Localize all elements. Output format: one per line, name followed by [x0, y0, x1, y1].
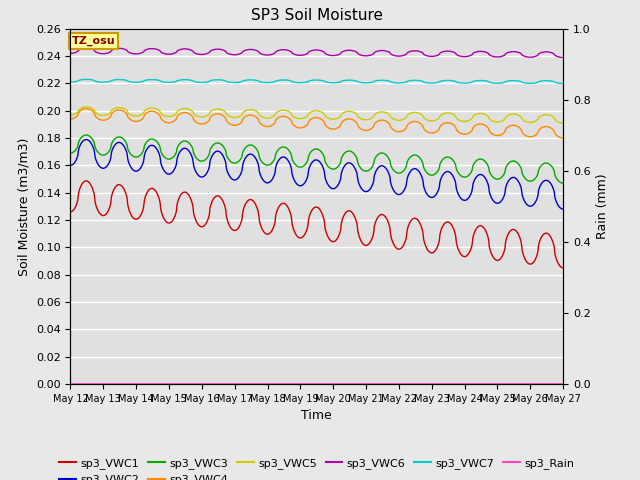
sp3_VWC5: [406, 111, 413, 117]
sp3_VWC1: [406, 221, 413, 227]
Text: TZ_osu: TZ_osu: [72, 36, 116, 46]
sp3_Rain: [284, 381, 291, 387]
sp3_VWC3: [117, 134, 125, 140]
sp3_VWC1: [460, 254, 468, 260]
sp3_VWC1: [284, 204, 292, 210]
sp3_VWC1: [266, 230, 274, 236]
sp3_VWC3: [559, 180, 567, 186]
sp3_VWC4: [460, 132, 468, 137]
sp3_VWC5: [67, 112, 74, 118]
sp3_VWC1: [67, 209, 74, 215]
sp3_VWC7: [460, 80, 468, 86]
sp3_VWC1: [83, 178, 90, 184]
sp3_VWC7: [451, 78, 459, 84]
sp3_VWC3: [460, 174, 468, 180]
Line: sp3_VWC5: sp3_VWC5: [70, 107, 563, 123]
sp3_VWC6: [67, 50, 74, 56]
sp3_VWC2: [451, 178, 459, 184]
sp3_VWC3: [67, 150, 74, 156]
sp3_VWC7: [83, 76, 90, 82]
sp3_VWC4: [406, 120, 413, 126]
sp3_VWC4: [451, 124, 459, 130]
Line: sp3_VWC7: sp3_VWC7: [70, 79, 563, 84]
sp3_VWC5: [559, 120, 567, 126]
Line: sp3_VWC1: sp3_VWC1: [70, 181, 563, 268]
sp3_Rain: [117, 381, 125, 387]
sp3_VWC7: [559, 81, 567, 86]
sp3_VWC3: [406, 156, 413, 161]
sp3_VWC7: [67, 79, 74, 85]
sp3_VWC1: [451, 231, 459, 237]
sp3_Rain: [559, 381, 567, 387]
sp3_VWC5: [117, 105, 125, 110]
Line: sp3_VWC3: sp3_VWC3: [70, 135, 563, 183]
sp3_VWC4: [67, 116, 74, 122]
sp3_VWC6: [266, 52, 274, 58]
sp3_VWC2: [266, 179, 274, 185]
sp3_VWC4: [284, 115, 292, 120]
sp3_VWC2: [559, 206, 567, 212]
sp3_VWC4: [559, 135, 567, 141]
sp3_Rain: [460, 381, 467, 387]
sp3_VWC3: [451, 161, 459, 167]
sp3_VWC5: [451, 113, 459, 119]
sp3_VWC6: [284, 48, 292, 53]
Legend: sp3_VWC1, sp3_VWC2, sp3_VWC3, sp3_VWC4, sp3_VWC5, sp3_VWC6, sp3_VWC7, sp3_Rain: sp3_VWC1, sp3_VWC2, sp3_VWC3, sp3_VWC4, …: [55, 454, 579, 480]
sp3_VWC1: [559, 265, 567, 271]
sp3_VWC2: [284, 157, 292, 163]
sp3_VWC7: [266, 80, 274, 85]
sp3_VWC2: [460, 197, 468, 203]
sp3_VWC6: [460, 54, 468, 60]
sp3_VWC4: [117, 108, 125, 113]
sp3_VWC5: [284, 108, 292, 114]
Line: sp3_VWC2: sp3_VWC2: [70, 140, 563, 209]
Y-axis label: Soil Moisture (m3/m3): Soil Moisture (m3/m3): [17, 137, 30, 276]
sp3_VWC7: [117, 77, 125, 83]
sp3_VWC2: [67, 163, 74, 168]
sp3_VWC7: [559, 81, 566, 86]
sp3_VWC4: [266, 123, 274, 129]
sp3_Rain: [451, 381, 458, 387]
sp3_VWC4: [83, 106, 90, 111]
Line: sp3_VWC4: sp3_VWC4: [70, 108, 563, 138]
sp3_VWC7: [284, 77, 292, 83]
sp3_Rain: [405, 381, 413, 387]
X-axis label: Time: Time: [301, 409, 332, 422]
sp3_Rain: [266, 381, 273, 387]
Line: sp3_VWC6: sp3_VWC6: [70, 48, 563, 58]
sp3_VWC6: [83, 45, 90, 51]
sp3_VWC5: [83, 104, 90, 110]
sp3_VWC1: [117, 182, 125, 188]
sp3_VWC5: [266, 115, 274, 120]
Title: SP3 Soil Moisture: SP3 Soil Moisture: [251, 9, 383, 24]
sp3_VWC2: [406, 170, 413, 176]
sp3_VWC3: [266, 161, 274, 167]
sp3_VWC5: [460, 119, 468, 124]
sp3_VWC2: [83, 137, 90, 143]
sp3_VWC6: [451, 50, 459, 56]
sp3_Rain: [67, 381, 74, 387]
sp3_VWC2: [117, 140, 125, 146]
sp3_VWC6: [117, 46, 125, 51]
sp3_VWC3: [284, 146, 292, 152]
sp3_VWC6: [406, 49, 413, 55]
sp3_VWC7: [406, 78, 413, 84]
sp3_VWC6: [559, 55, 567, 60]
Y-axis label: Rain (mm): Rain (mm): [596, 174, 609, 239]
sp3_VWC3: [83, 132, 90, 138]
